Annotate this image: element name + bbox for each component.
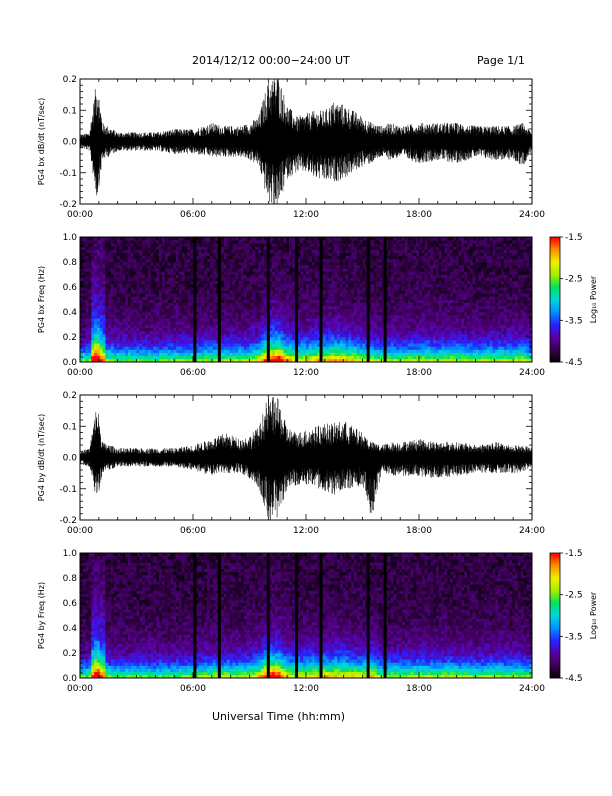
data-gap-bar — [267, 237, 270, 362]
x-tick-label: 06:00 — [180, 210, 206, 220]
y-tick-label: 1.0 — [63, 549, 78, 559]
y-tick-label: 0.2 — [63, 75, 77, 85]
spectrogram-cells — [80, 553, 532, 678]
data-gap-bar — [295, 553, 298, 678]
y-tick-label: 0.2 — [63, 391, 77, 401]
y-tick-label: 1.0 — [63, 233, 78, 243]
y-axis-label: PG4 by dB/dt (nT/sec) — [37, 414, 46, 501]
x-axis-title: Universal Time (hh:mm) — [212, 710, 345, 723]
x-tick-label: 00:00 — [67, 526, 93, 536]
colorbar-tick-label: -1.5 — [565, 549, 583, 559]
x-tick-label: 24:00 — [519, 684, 545, 694]
header-page: Page 1/1 — [477, 54, 525, 67]
y-tick-label: -0.1 — [59, 169, 77, 179]
data-gap-bar — [218, 237, 221, 362]
data-gap-bar — [384, 237, 387, 362]
y-tick-label: 0.8 — [63, 574, 78, 584]
colorbar-tick-label: -2.5 — [565, 275, 583, 285]
y-tick-label: 0.8 — [63, 258, 78, 268]
y-tick-label: 0.2 — [63, 649, 77, 659]
colorbar-tick-label: -4.5 — [565, 674, 583, 684]
data-gap-bar — [267, 553, 270, 678]
data-gap-bar — [384, 553, 387, 678]
x-tick-label: 06:00 — [180, 526, 206, 536]
panel-by-spectrogram: -1.5 -2.5 -3.5 -4.5 Log₁₀ Power 00:00 06:00 12:… — [37, 549, 598, 694]
y-tick-label: 0.0 — [63, 138, 78, 148]
panels: 00:00 06:00 12:00 18:00 24:00 -0.2 -0.1 0.0 0.1 0… — [37, 75, 598, 694]
colorbar: -1.5 -2.5 -3.5 -4.5 Log₁₀ Power — [550, 549, 598, 684]
waveform-trace — [80, 397, 532, 520]
colorbar-label: Log₁₀ Power — [589, 275, 598, 323]
y-axis-label: PG4 bx dB/dt (nT/sec) — [37, 98, 46, 185]
y-tick-label: 0.0 — [63, 358, 78, 368]
y-tick-label: 0.1 — [63, 422, 77, 432]
colorbar-tick-label: -1.5 — [565, 233, 583, 243]
panel-by-wave: 00:00 06:00 12:00 18:00 24:00 -0.2 -0.1 0.0 0.1 0… — [37, 391, 545, 536]
y-tick-label: -0.2 — [59, 200, 77, 210]
x-tick-label: 18:00 — [406, 684, 432, 694]
y-tick-label: 0.2 — [63, 333, 77, 343]
y-tick-label: 0.0 — [63, 454, 78, 464]
colorbar-tick-label: -2.5 — [565, 591, 583, 601]
x-tick-label: 12:00 — [293, 210, 319, 220]
y-tick-label: 0.0 — [63, 674, 78, 684]
y-tick-label: 0.6 — [63, 599, 78, 609]
y-axis-label: PG4 bx Freq (Hz) — [37, 266, 46, 333]
waveform-trace — [80, 79, 532, 204]
data-gap-bar — [320, 553, 323, 678]
x-tick-label: 12:00 — [293, 684, 319, 694]
y-tick-label: -0.2 — [59, 516, 77, 526]
x-tick-label: 24:00 — [519, 526, 545, 536]
y-axis-label: PG4 by Freq (Hz) — [37, 582, 46, 649]
x-tick-label: 24:00 — [519, 368, 545, 378]
x-tick-label: 06:00 — [180, 684, 206, 694]
x-tick-label: 18:00 — [406, 368, 432, 378]
y-tick-label: 0.1 — [63, 106, 77, 116]
header-date-range: 2014/12/12 00:00−24:00 UT — [192, 54, 350, 67]
spectrogram-cells — [80, 237, 532, 362]
data-gap-bar — [218, 553, 221, 678]
data-gap-bar — [367, 237, 370, 362]
y-tick-label: -0.1 — [59, 485, 77, 495]
data-gap-bar — [193, 553, 196, 678]
panel-bx-spectrogram: -1.5 -2.5 -3.5 -4.5 Log₁₀ Power 00:00 06:00 12:… — [37, 233, 598, 378]
y-tick-label: 0.4 — [63, 308, 78, 318]
x-tick-label: 00:00 — [67, 684, 93, 694]
x-tick-label: 12:00 — [293, 526, 319, 536]
colorbar-tick-label: -3.5 — [565, 632, 583, 642]
y-tick-label: 0.4 — [63, 624, 78, 634]
data-gap-bar — [295, 237, 298, 362]
x-tick-label: 00:00 — [67, 210, 93, 220]
colorbar-tick-label: -3.5 — [565, 316, 583, 326]
x-tick-label: 18:00 — [406, 526, 432, 536]
x-tick-label: 18:00 — [406, 210, 432, 220]
data-gap-bar — [193, 237, 196, 362]
data-gap-bar — [367, 553, 370, 678]
colorbar: -1.5 -2.5 -3.5 -4.5 Log₁₀ Power — [550, 233, 598, 368]
colorbar-label: Log₁₀ Power — [589, 591, 598, 639]
panel-bx-wave: 00:00 06:00 12:00 18:00 24:00 -0.2 -0.1 0.0 0.1 0… — [37, 75, 545, 220]
data-gap-bar — [320, 237, 323, 362]
y-tick-label: 0.6 — [63, 283, 78, 293]
x-tick-label: 12:00 — [293, 368, 319, 378]
x-tick-label: 06:00 — [180, 368, 206, 378]
x-tick-label: 24:00 — [519, 210, 545, 220]
colorbar-tick-label: -4.5 — [565, 358, 583, 368]
x-tick-label: 00:00 — [67, 368, 93, 378]
